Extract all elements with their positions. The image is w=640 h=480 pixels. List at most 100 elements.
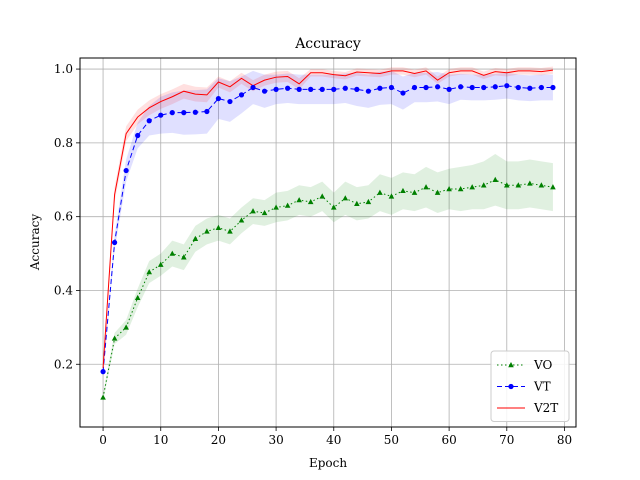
data-point-vt [434,84,441,90]
data-point-vo [157,261,164,267]
data-point-vo [307,198,314,205]
data-point-vt [388,84,395,91]
data-point-vo [446,185,452,192]
data-point-vo [515,182,522,188]
band-vo [103,153,553,402]
legend-label-vt: VT [533,380,551,394]
data-point-vo [550,184,556,190]
x-axis-label: Epoch [309,456,347,470]
data-point-vo [261,209,268,216]
data-point-vo [215,224,222,230]
data-point-vo [250,208,256,214]
data-point-vt [550,84,556,91]
data-point-vo [388,193,395,199]
data-point-vo [181,254,187,260]
series-lines [102,69,554,398]
data-point-vo [480,182,487,188]
legend-marker-vt [508,383,514,390]
data-point-vo [377,189,383,195]
data-point-vt [377,85,383,91]
data-point-vt [158,112,164,118]
data-point-vt [365,88,371,94]
data-point-vo [503,182,510,188]
data-point-vt [215,95,222,102]
data-point-vo [284,202,291,208]
data-point-vt [238,92,245,98]
y-tick-label: 0.2 [54,357,73,371]
data-point-vo [492,176,499,182]
data-point-vt [342,85,348,91]
x-tick-label: 60 [441,433,456,447]
x-tick-label: 0 [99,433,107,447]
y-tick-label: 1.0 [54,62,73,76]
data-point-vt [135,132,141,139]
data-point-vo [538,182,545,188]
data-point-vt [146,118,152,124]
y-axis-label: Accuracy [28,214,42,271]
data-point-vo [319,193,326,199]
data-point-vo [227,228,233,234]
data-point-vt [100,369,106,375]
data-point-vt [527,85,533,91]
y-tick-label: 0.8 [54,136,73,150]
data-point-vo [354,200,360,206]
data-point-vt [296,86,302,92]
data-point-vt [504,83,510,89]
legend: VO VT V2T [490,350,570,422]
data-point-vt [469,84,475,91]
series-line-v2t [102,69,553,368]
data-point-vt [227,98,233,105]
data-point-vo [342,195,349,201]
data-point-vt [411,84,418,91]
x-tick-label: 50 [384,433,399,447]
legend-label-v2t: V2T [533,401,558,415]
data-point-vo [400,187,406,194]
data-point-vo [204,228,210,234]
legend-marker-vo [508,362,514,368]
data-point-vt [515,84,521,91]
data-point-vt [112,239,118,246]
data-point-vo [100,394,106,400]
legend-box [490,350,570,422]
data-point-vt [538,84,544,91]
data-point-vt [250,84,256,91]
data-point-vo [273,204,279,210]
x-tick-label: 10 [153,433,168,447]
data-point-vt [273,86,279,92]
data-point-vo [411,189,418,195]
data-point-vo [330,204,337,210]
confidence-bands [103,66,553,402]
series-line-vt [102,85,553,372]
data-point-vo [123,324,129,330]
data-point-vo [238,217,245,223]
data-point-vt [169,110,175,116]
data-point-vt [492,84,498,90]
data-point-vt [481,84,487,91]
data-point-vo [134,294,141,301]
data-point-vo [527,180,533,186]
data-point-vo [169,250,176,256]
series-markers [100,83,556,400]
data-point-vo [192,235,199,242]
chart-title: Accuracy [294,36,361,52]
x-tick-label: 30 [268,433,283,447]
data-point-vt [261,88,268,94]
data-point-vo [434,189,441,195]
data-point-vt [285,85,291,91]
data-point-vt [458,84,464,90]
plot-frame [79,57,577,428]
x-tick-label: 40 [326,433,341,447]
axis-ticks: 0 10 20 30 40 50 60 70 80 0.2 0.4 0.6 0.8 1.0 [54,62,572,447]
data-point-vt [192,109,198,115]
x-tick-label: 20 [211,433,226,447]
y-tick-label: 0.4 [54,283,73,297]
data-point-vt [400,90,406,96]
data-point-vo [146,269,153,275]
y-tick-label: 0.6 [54,210,73,224]
data-point-vo [296,197,302,203]
data-point-vo [423,184,429,190]
data-point-vt [319,86,325,92]
data-point-vt [204,108,210,115]
data-point-vo [469,184,475,190]
